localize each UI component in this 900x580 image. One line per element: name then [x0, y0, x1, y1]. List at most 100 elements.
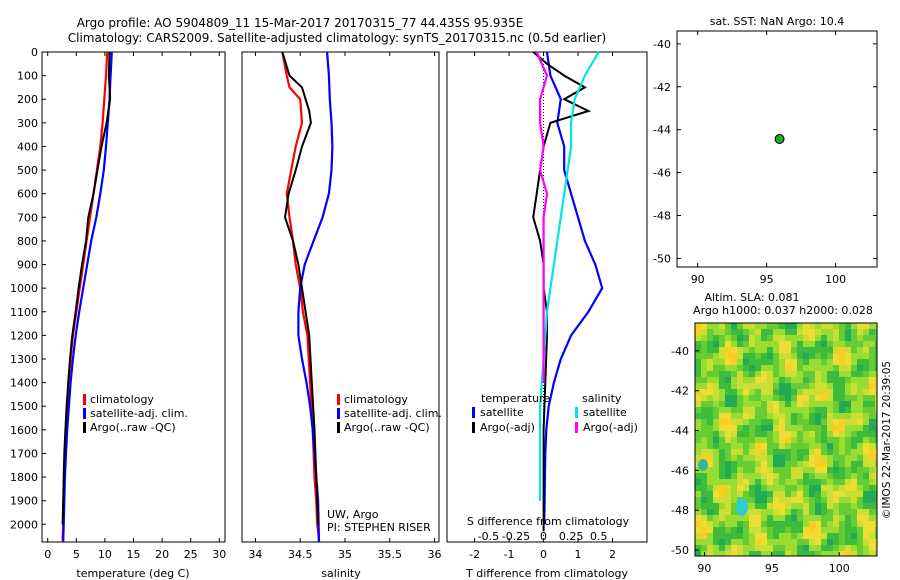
legend-label: climatology — [344, 393, 408, 406]
heatmap-cell — [845, 413, 851, 419]
heatmap-cell — [767, 539, 773, 545]
heatmap-cell — [809, 533, 815, 539]
heatmap-cell — [755, 443, 761, 449]
x-tick-label: 15 — [127, 548, 141, 561]
heatmap-cell — [809, 413, 815, 419]
heatmap-cell — [731, 545, 737, 551]
heatmap-cell — [845, 341, 851, 347]
heatmap-cell — [869, 413, 875, 419]
heatmap-cell — [875, 395, 877, 401]
heatmap-cell — [785, 431, 791, 437]
heatmap-cell — [821, 473, 827, 479]
y-tick-label: 1100 — [10, 306, 38, 319]
heatmap-cell — [839, 341, 845, 347]
heatmap-cell — [857, 413, 863, 419]
y-tick-label: -46 — [653, 167, 671, 180]
x-tick-label: 100 — [829, 562, 850, 575]
heatmap-cell — [731, 401, 737, 407]
heatmap-cell — [749, 413, 755, 419]
heatmap-cell — [743, 425, 749, 431]
heatmap-cell — [779, 551, 785, 556]
heatmap-cell — [815, 503, 821, 509]
heatmap-cell — [731, 335, 737, 341]
heatmap-cell — [827, 473, 833, 479]
heatmap-cell — [695, 443, 701, 449]
heatmap-cell — [749, 419, 755, 425]
heatmap-cell — [875, 365, 877, 371]
heatmap-cell — [863, 491, 869, 497]
heatmap-cell — [845, 455, 851, 461]
heatmap-cell — [743, 515, 749, 521]
heatmap-cell — [851, 335, 857, 341]
heatmap-cell — [773, 443, 779, 449]
heatmap-cell — [725, 425, 731, 431]
heatmap-cell — [785, 437, 791, 443]
heatmap-cell — [803, 407, 809, 413]
heatmap-cell — [797, 527, 803, 533]
heatmap-cell — [779, 491, 785, 497]
heatmap-cell — [815, 533, 821, 539]
heatmap-cell — [809, 545, 815, 551]
heatmap-cell — [845, 467, 851, 473]
heatmap-cell — [845, 407, 851, 413]
heatmap-cell — [815, 509, 821, 515]
heatmap-cell — [707, 383, 713, 389]
heatmap-cell — [773, 341, 779, 347]
heatmap-cell — [737, 515, 743, 521]
heatmap-cell — [863, 425, 869, 431]
heatmap-cell — [827, 467, 833, 473]
heatmap-cell — [785, 503, 791, 509]
heatmap-cell — [863, 359, 869, 365]
heatmap-cell — [731, 365, 737, 371]
heatmap-cell — [707, 341, 713, 347]
heatmap-cell — [821, 467, 827, 473]
heatmap-cell — [707, 527, 713, 533]
heatmap-cell — [731, 449, 737, 455]
heatmap-cell — [719, 347, 725, 353]
heatmap-cell — [767, 515, 773, 521]
heatmap-cell — [791, 437, 797, 443]
heatmap-cell — [797, 431, 803, 437]
heatmap-cell — [851, 353, 857, 359]
heatmap-cell — [875, 353, 877, 359]
heatmap-cell — [719, 431, 725, 437]
heatmap-cell — [719, 365, 725, 371]
heatmap-cell — [725, 485, 731, 491]
heatmap-cell — [815, 461, 821, 467]
heatmap-cell — [833, 527, 839, 533]
heatmap-cell — [743, 467, 749, 473]
heatmap-cell — [707, 509, 713, 515]
heatmap-cell — [773, 365, 779, 371]
heatmap-cell — [707, 473, 713, 479]
heatmap-cell — [713, 497, 719, 503]
heatmap-cell — [863, 353, 869, 359]
heatmap-cell — [857, 347, 863, 353]
heatmap-cell — [821, 377, 827, 383]
heatmap-cell — [713, 485, 719, 491]
heatmap-cell — [851, 425, 857, 431]
heatmap-cell — [839, 359, 845, 365]
heatmap-cell — [785, 401, 791, 407]
heatmap-cell — [803, 473, 809, 479]
heatmap-cell — [869, 491, 875, 497]
heatmap-cell — [779, 527, 785, 533]
heatmap-cell — [767, 467, 773, 473]
heatmap-cell — [797, 341, 803, 347]
heatmap-cell — [845, 443, 851, 449]
heatmap-cell — [857, 389, 863, 395]
heatmap-cell — [821, 323, 827, 329]
heatmap-cell — [833, 419, 839, 425]
heatmap-cell — [833, 473, 839, 479]
heatmap-cell — [815, 473, 821, 479]
y-tick-label: 1800 — [10, 471, 38, 484]
heatmap-cell — [803, 551, 809, 556]
heatmap-cell — [737, 329, 743, 335]
heatmap-cell — [797, 377, 803, 383]
x-tick-label: 0 — [540, 548, 547, 561]
heatmap-cell — [797, 353, 803, 359]
heatmap-cell — [701, 341, 707, 347]
temperature-frame — [41, 51, 226, 543]
heatmap-cell — [707, 539, 713, 545]
heatmap-cell — [845, 431, 851, 437]
